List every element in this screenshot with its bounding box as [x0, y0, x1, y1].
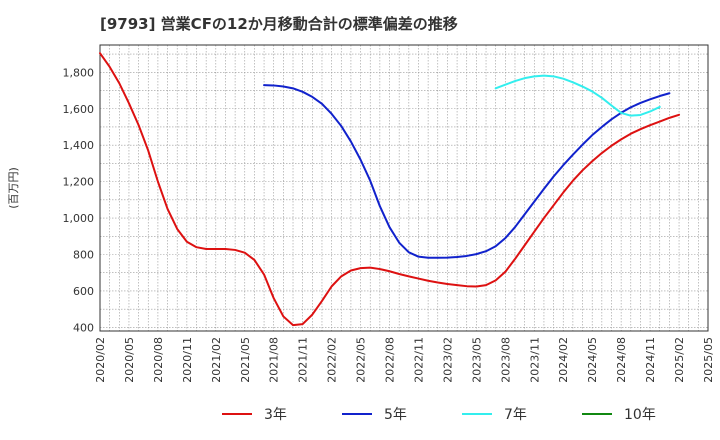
- x-tick-label: 2021/05: [239, 337, 252, 383]
- y-tick-labels: 400 600 800 1,000 1,200 1,400 1,600 1,800: [63, 66, 95, 334]
- x-tick-label: 2020/05: [123, 337, 136, 383]
- x-tick-label: 2024/05: [586, 337, 599, 383]
- plot-border: [99, 44, 709, 332]
- x-tick-label: 2024/11: [644, 337, 657, 383]
- series-lines: [99, 52, 681, 327]
- x-tick-label: 2021/11: [297, 337, 310, 383]
- axes: [99, 44, 709, 332]
- x-tick-label: 2020/11: [181, 337, 194, 383]
- x-tick-label: 2023/08: [499, 337, 512, 383]
- legend-label: 5年: [384, 407, 407, 423]
- x-tick-labels: 2020/02 2020/05 2020/08 2020/11 2021/02 2021/…: [94, 337, 715, 383]
- series-line-3年: [99, 52, 681, 327]
- x-tick-label: 2025/02: [673, 337, 686, 383]
- x-tick-label: 2023/11: [528, 337, 541, 383]
- x-tick-label: 2025/05: [702, 337, 715, 383]
- x-tick-label: 2024/02: [557, 337, 570, 383]
- y-tick-label: 1,800: [63, 66, 95, 79]
- x-tick-label: 2020/02: [94, 337, 107, 383]
- legend-label: 10年: [624, 407, 656, 423]
- y-axis-label: (百万円): [7, 167, 20, 209]
- y-tick-label: 1,600: [63, 103, 95, 116]
- x-tick-label: 2022/11: [412, 337, 425, 383]
- legend-label: 3年: [264, 407, 287, 423]
- y-tick-label: 400: [73, 321, 94, 334]
- x-tick-label: 2022/05: [355, 337, 368, 383]
- y-tick-label: 1,200: [63, 176, 95, 189]
- series-line-5年: [263, 84, 671, 259]
- x-tick-label: 2022/08: [384, 337, 397, 383]
- x-tick-label: 2024/08: [615, 337, 628, 383]
- y-tick-label: 600: [73, 285, 94, 298]
- x-tick-label: 2023/05: [470, 337, 483, 383]
- y-tick-label: 800: [73, 248, 94, 261]
- x-tick-label: 2020/08: [152, 337, 165, 383]
- y-tick-label: 1,000: [63, 212, 95, 225]
- legend: 3年 5年 7年 10年: [222, 407, 656, 423]
- x-tick-label: 2021/02: [210, 337, 223, 383]
- y-tick-label: 1,400: [63, 139, 95, 152]
- x-tick-label: 2021/08: [268, 337, 281, 383]
- grid: [100, 45, 708, 331]
- legend-label: 7年: [504, 407, 527, 423]
- x-tick-label: 2023/02: [441, 337, 454, 383]
- series-line-7年: [494, 74, 661, 117]
- chart-title: [9793] 営業CFの12か月移動合計の標準偏差の推移: [100, 15, 458, 33]
- x-tick-label: 2022/02: [326, 337, 339, 383]
